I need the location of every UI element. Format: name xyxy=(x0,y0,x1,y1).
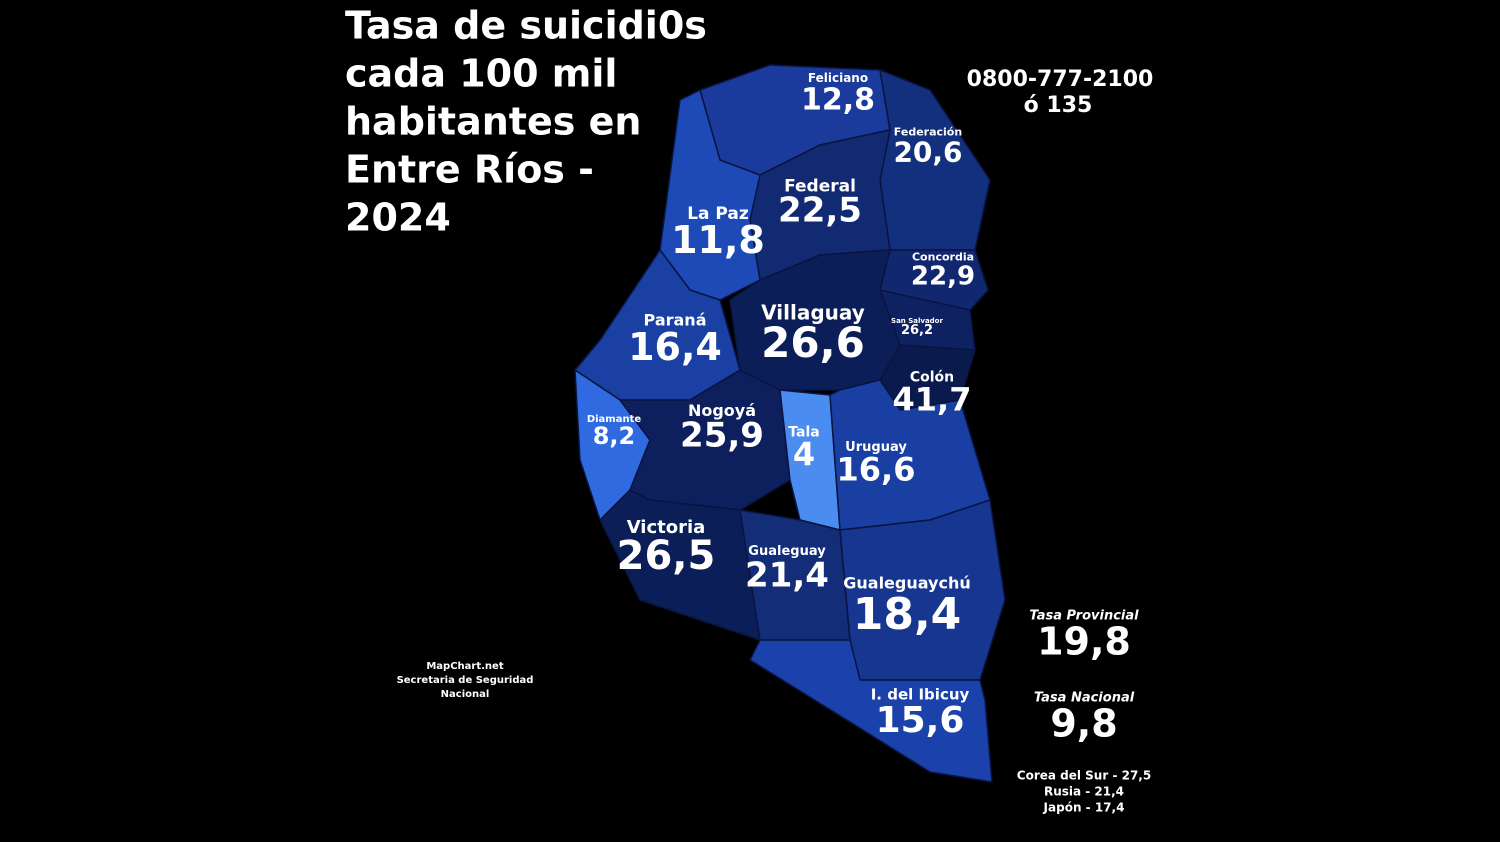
department-value: 25,9 xyxy=(680,415,764,455)
department-value: 12,8 xyxy=(801,83,875,118)
summary-value: 9,8 xyxy=(1050,702,1117,746)
department-name: Colón xyxy=(910,369,954,385)
department-value: 16,4 xyxy=(628,325,722,369)
credit: Nacional xyxy=(441,689,490,700)
department-name: Diamante xyxy=(587,414,642,425)
department-value: 26,5 xyxy=(617,533,716,579)
title-line: cada 100 mil xyxy=(345,52,617,96)
credit: MapChart.net xyxy=(426,661,503,672)
comparison: Japón - 17,4 xyxy=(1043,801,1125,815)
department-name: I. del Ibicuy xyxy=(871,686,970,704)
department-region xyxy=(659,88,761,301)
department-name: Concordia xyxy=(912,251,974,264)
title-line: habitantes en xyxy=(345,100,641,144)
title-line: Tasa de suicidi0s xyxy=(345,4,707,48)
department-value: 11,8 xyxy=(671,218,765,262)
department-value: 41,7 xyxy=(893,380,972,418)
helpline: ó 135 xyxy=(1024,93,1093,118)
department-name: Federal xyxy=(784,176,856,196)
department-name: La Paz xyxy=(687,204,749,224)
department-value: 4 xyxy=(793,435,815,473)
credit: Secretaria de Seguridad xyxy=(397,675,534,686)
comparison: Corea del Sur - 27,5 xyxy=(1017,769,1151,783)
department-value: 26,2 xyxy=(901,323,933,338)
department-value: 20,6 xyxy=(893,136,962,169)
department-name: Paraná xyxy=(644,311,707,330)
summary-value: 19,8 xyxy=(1037,620,1131,664)
department-value: 15,6 xyxy=(876,700,965,741)
department-name: San Salvador xyxy=(891,317,943,325)
department-name: Villaguay xyxy=(761,300,865,324)
department-name: Nogoyá xyxy=(688,401,756,420)
department-region xyxy=(618,369,791,511)
department-region xyxy=(749,639,993,783)
department-value: 22,5 xyxy=(778,190,862,230)
department-name: Federación xyxy=(894,126,962,139)
department-name: Tala xyxy=(788,424,819,440)
summary-label: Tasa Nacional xyxy=(1034,691,1135,706)
helpline: 0800-777-2100 xyxy=(967,67,1154,92)
comparison: Rusia - 21,4 xyxy=(1044,785,1124,799)
department-value: 21,4 xyxy=(745,555,829,595)
department-name: Uruguay xyxy=(845,440,907,455)
department-name: Victoria xyxy=(627,517,706,538)
summary-label: Tasa Provincial xyxy=(1029,609,1139,624)
department-value: 26,6 xyxy=(761,318,865,367)
title-line: 2024 xyxy=(345,196,451,240)
department-value: 18,4 xyxy=(853,589,962,640)
department-name: Gualeguaychú xyxy=(843,573,971,592)
department-name: Gualeguay xyxy=(748,544,826,559)
department-value: 8,2 xyxy=(593,422,636,450)
title-line: Entre Ríos - xyxy=(345,148,594,192)
department-value: 22,9 xyxy=(911,262,975,292)
department-value: 16,6 xyxy=(837,450,916,488)
department-name: Feliciano xyxy=(808,71,868,85)
